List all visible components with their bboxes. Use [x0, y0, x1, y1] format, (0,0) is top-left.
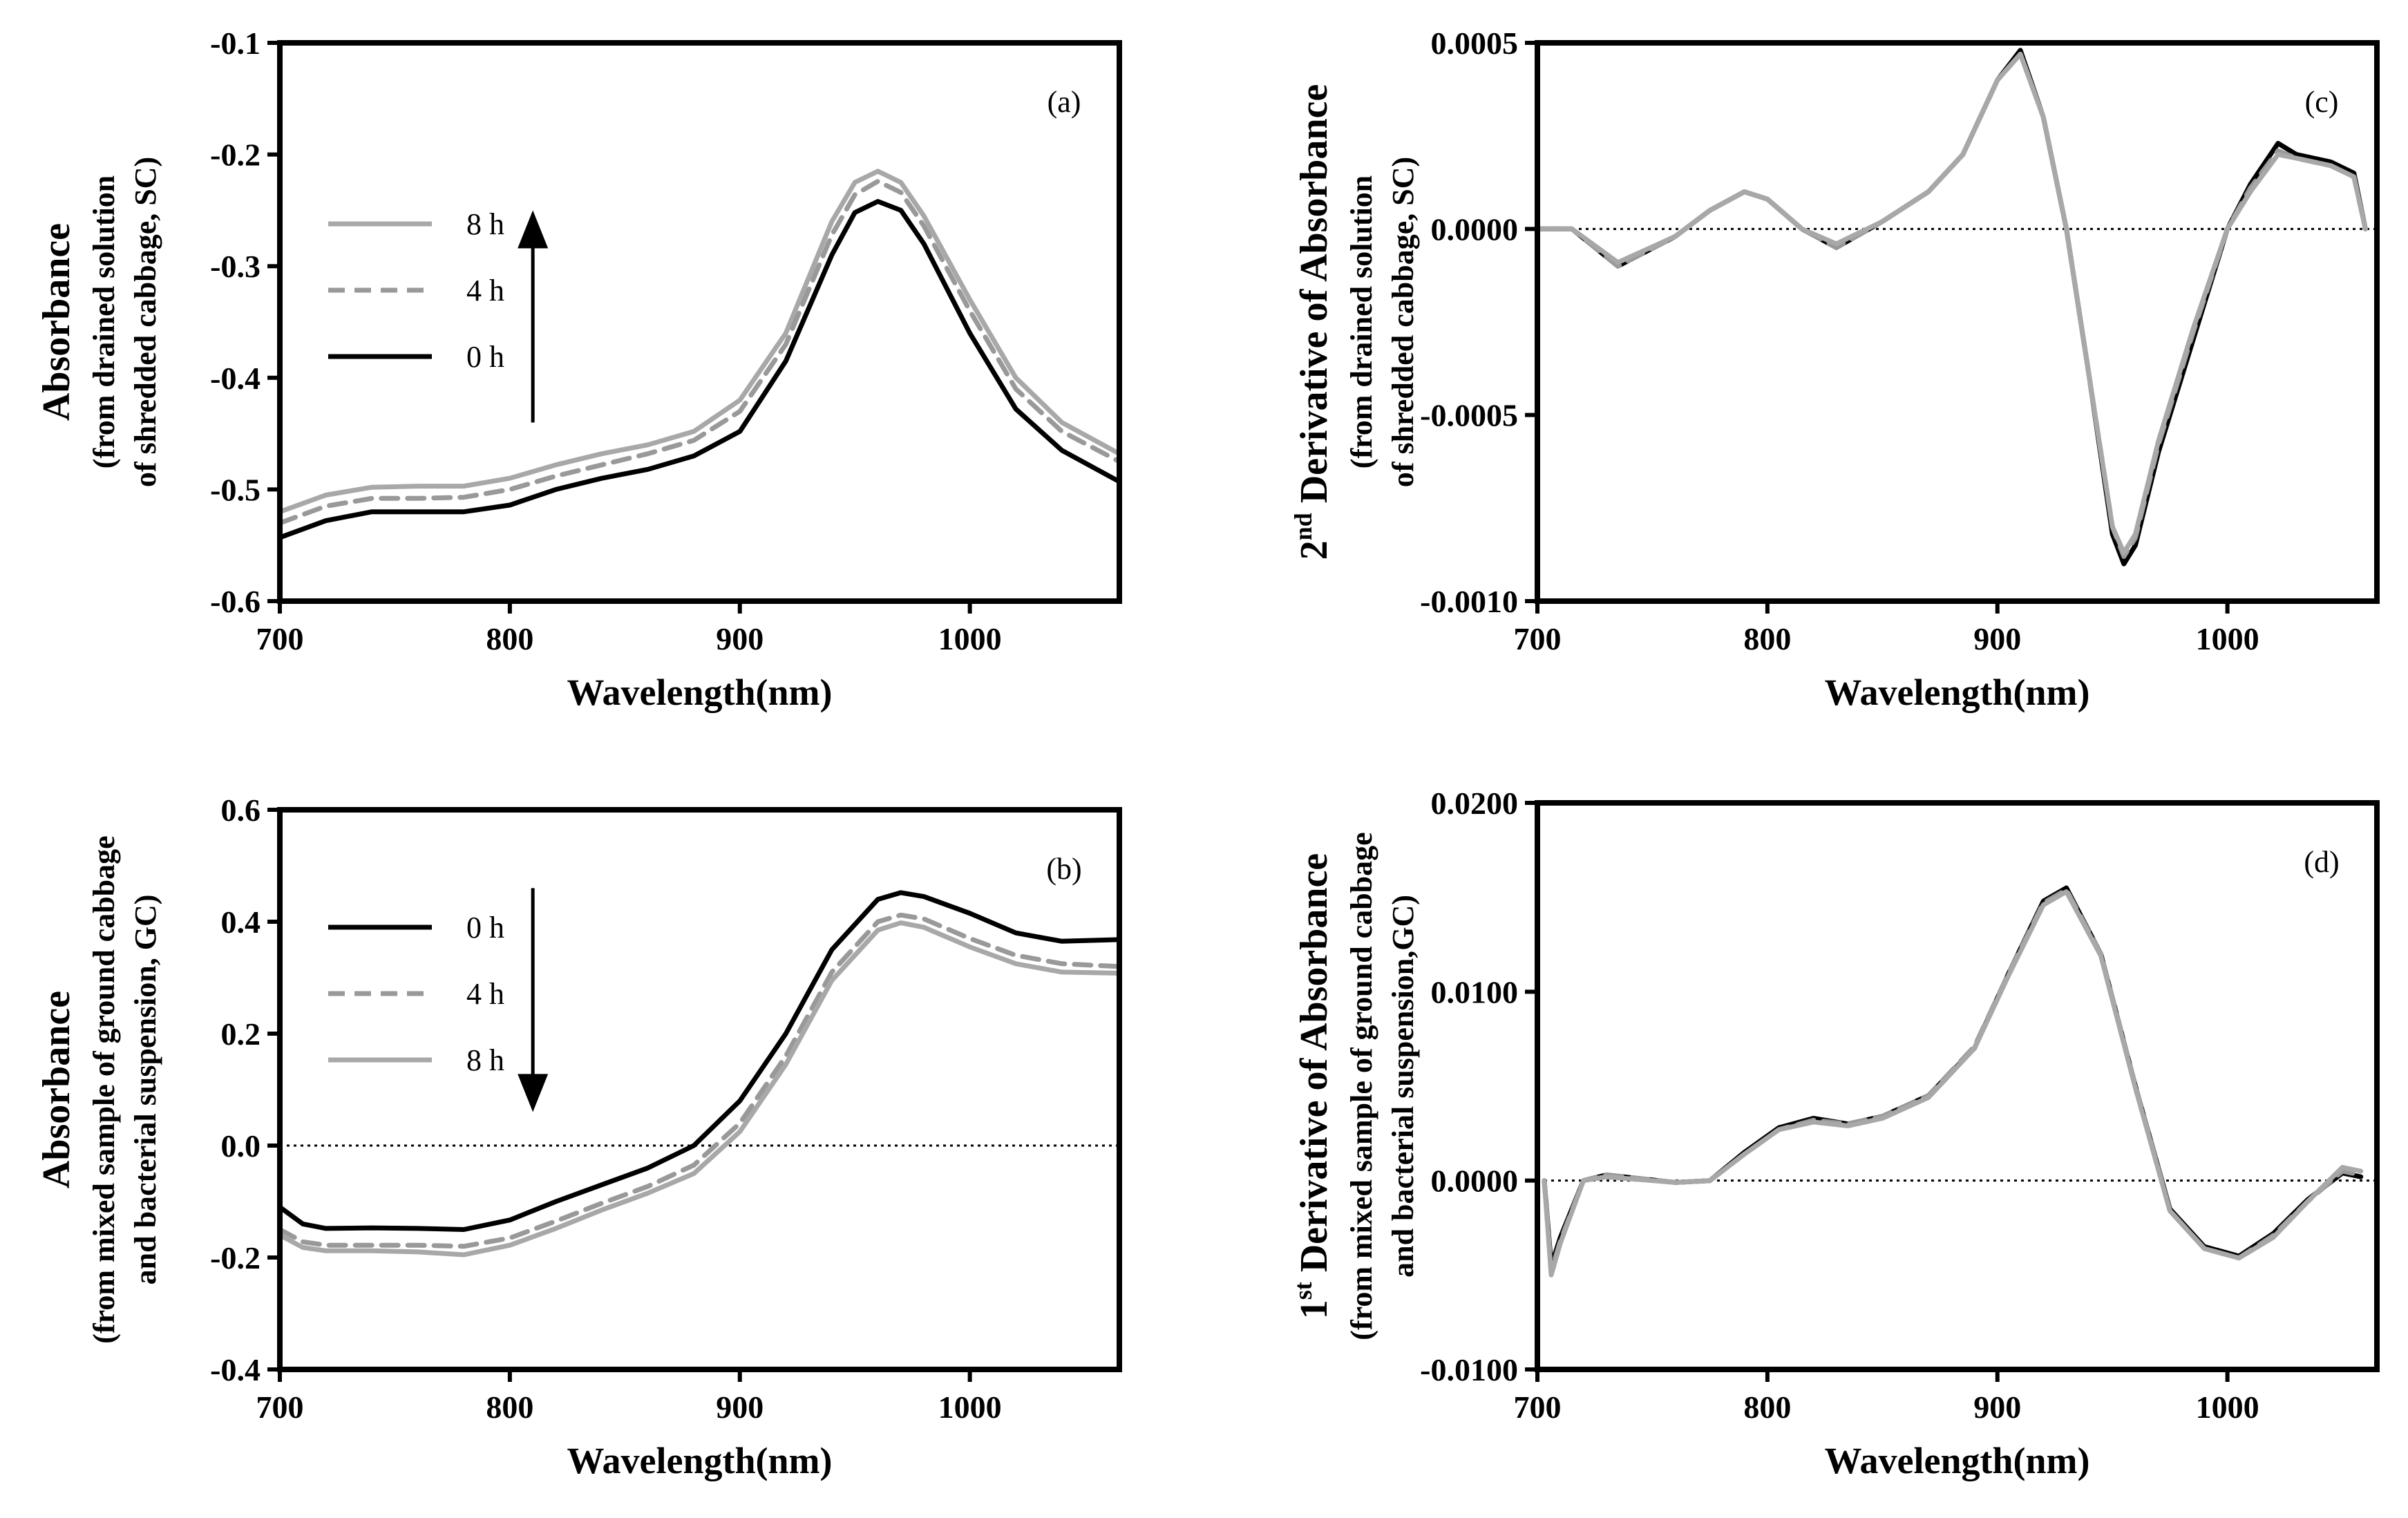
x-tick-label: 900	[1973, 621, 2021, 656]
y-axis-label: Absorbance	[35, 223, 78, 421]
y-tick-label: 0.0000	[1431, 211, 1519, 247]
x-tick-label: 700	[256, 621, 304, 656]
x-tick-label: 1000	[938, 1389, 1002, 1425]
legend-entry: 4 h	[466, 977, 504, 1011]
x-tick-label: 1000	[938, 621, 1002, 656]
y-tick-label: -0.6	[210, 584, 260, 619]
y-tick-label: -0.5	[210, 472, 260, 507]
y-tick-label: -0.1	[210, 26, 260, 61]
y-tick-label: 0.0000	[1431, 1164, 1519, 1199]
panel-label: (a)	[1047, 85, 1081, 119]
y-axis-sublabel-2: of shredded cabbage, SC)	[129, 157, 162, 487]
series-line-4h	[1542, 887, 2364, 1274]
x-tick-label: 700	[1514, 621, 1562, 656]
series-line-0h	[277, 890, 1122, 1232]
y-tick-label: 0.2	[221, 1016, 261, 1052]
series-line-8h	[277, 169, 1122, 515]
x-axis-label: Wavelength(nm)	[567, 672, 833, 713]
y-tick-label: -0.2	[210, 137, 260, 173]
plot-frame	[277, 807, 1122, 1372]
y-axis-sublabel-1: (from drained solution	[1345, 175, 1378, 469]
series-line-4h	[277, 912, 1122, 1249]
plot-frame	[277, 40, 1122, 604]
x-tick-label: 900	[716, 621, 764, 656]
y-tick-label: 0.0100	[1431, 974, 1519, 1009]
legend-entry: 8 h	[466, 1043, 504, 1077]
plot-frame	[1535, 40, 2380, 604]
y-tick-label: -0.0100	[1420, 1352, 1518, 1387]
x-tick-label: 800	[1743, 1389, 1791, 1425]
y-tick-label: 0.0200	[1431, 786, 1519, 821]
x-tick-label: 900	[716, 1389, 764, 1425]
y-tick-label: -0.0005	[1420, 398, 1518, 433]
y-tick-label: 0.4	[221, 904, 261, 940]
series-line-8h	[277, 920, 1122, 1258]
plot-frame	[1535, 800, 2380, 1372]
legend-entry: 0 h	[466, 911, 504, 945]
series-line-0h	[1535, 48, 2368, 567]
y-axis-label: 1st Derivative of Absorbance	[1289, 853, 1336, 1320]
y-tick-label: 0.6	[221, 793, 261, 828]
x-tick-label: 700	[256, 1389, 304, 1425]
x-tick-label: 700	[1514, 1389, 1562, 1425]
panel-a: -0.6 -0.5 -0.4 -0.3 -0.2 -0.1 700 800 900 1000 Wav…	[35, 26, 1122, 713]
panel-d: -0.0100 0.0000 0.0100 0.0200 700 800 900 1000 Wa…	[1289, 786, 2380, 1481]
legend-entry: 0 h	[466, 340, 504, 374]
x-axis-label: Wavelength(nm)	[1825, 1440, 2090, 1481]
y-tick-label: -0.3	[210, 249, 260, 284]
y-axis-sublabel-2: and bacterial suspension, GC)	[129, 895, 162, 1285]
y-tick-label: -0.4	[210, 1352, 260, 1387]
y-axis-label: Absorbance	[35, 991, 78, 1188]
series-line-8h	[1542, 889, 2364, 1278]
x-tick-label: 800	[1743, 621, 1791, 656]
y-tick-label: -0.2	[210, 1240, 260, 1275]
series-line-0h	[277, 199, 1122, 540]
series-line-4h	[1535, 51, 2368, 559]
panel-label: (b)	[1046, 852, 1081, 886]
x-tick-label: 800	[486, 1389, 533, 1425]
y-tick-label: -0.4	[210, 361, 260, 396]
y-axis-sublabel-2: and bacterial suspension,GC)	[1386, 895, 1420, 1278]
trend-arrow-head	[518, 210, 549, 249]
trend-arrow-head	[518, 1074, 549, 1112]
x-tick-label: 1000	[2196, 621, 2259, 656]
y-tick-label: 0.0	[221, 1128, 261, 1164]
legend-entry: 8 h	[466, 207, 504, 241]
y-axis-sublabel-1: (from mixed sample of ground cabbage	[1345, 832, 1378, 1340]
y-tick-label: -0.0010	[1420, 584, 1518, 619]
y-axis-label: 2nd Derivative of Absorbance	[1289, 84, 1336, 560]
panel-b: -0.4 -0.2 0.0 0.2 0.4 0.6 700 800 900 1000 Wavelen…	[35, 793, 1122, 1481]
y-tick-label: 0.0005	[1431, 26, 1519, 61]
series-line-0h	[1542, 885, 2364, 1269]
panel-label: (c)	[2305, 85, 2339, 119]
series-line-4h	[277, 178, 1122, 526]
panel-c: -0.0010 -0.0005 0.0000 0.0005 700 800 900 1000 W…	[1289, 26, 2380, 713]
legend-entry: 4 h	[466, 274, 504, 307]
x-tick-label: 1000	[2196, 1389, 2259, 1425]
y-axis-sublabel-1: (from mixed sample of ground cabbage	[87, 835, 121, 1343]
panel-label: (d)	[2304, 845, 2339, 879]
y-axis-sublabel-2: of shredded cabbage, SC)	[1386, 157, 1420, 487]
x-axis-label: Wavelength(nm)	[1825, 672, 2090, 713]
x-tick-label: 800	[486, 621, 533, 656]
x-axis-label: Wavelength(nm)	[567, 1440, 833, 1481]
x-tick-label: 900	[1973, 1389, 2021, 1425]
series-line-8h	[1535, 51, 2368, 556]
y-axis-sublabel-1: (from drained solution	[87, 175, 121, 469]
